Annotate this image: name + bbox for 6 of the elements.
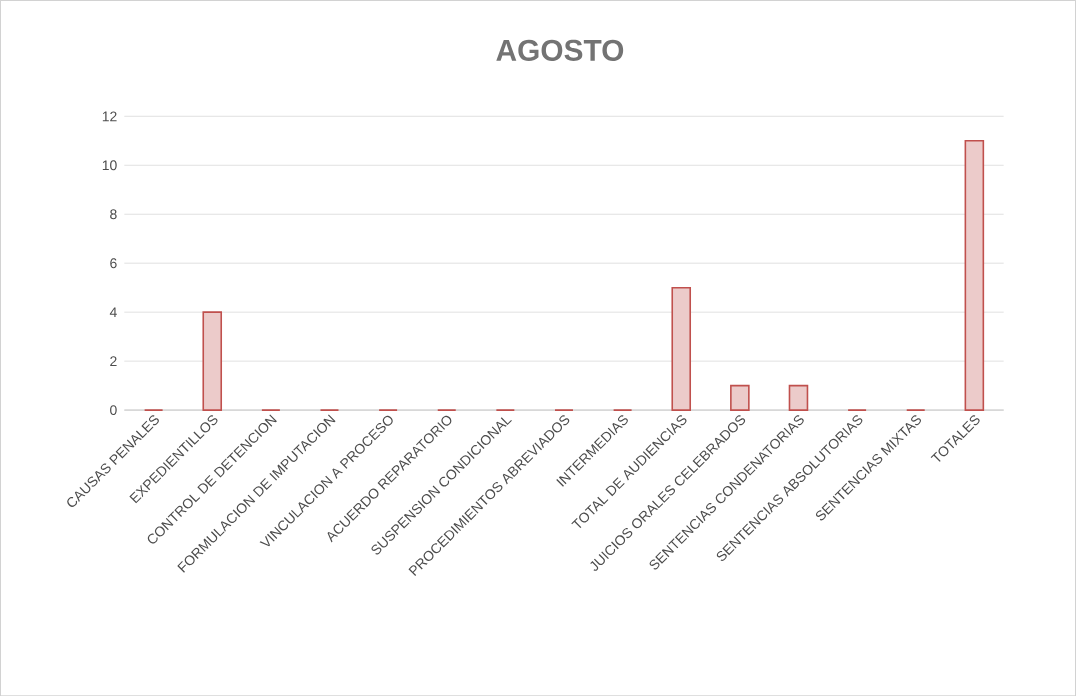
bar bbox=[671, 286, 692, 411]
bar bbox=[730, 384, 750, 411]
bar bbox=[788, 384, 809, 411]
bar bbox=[202, 311, 223, 411]
bar bbox=[964, 139, 985, 411]
chart-title: AGOSTO bbox=[496, 39, 624, 61]
